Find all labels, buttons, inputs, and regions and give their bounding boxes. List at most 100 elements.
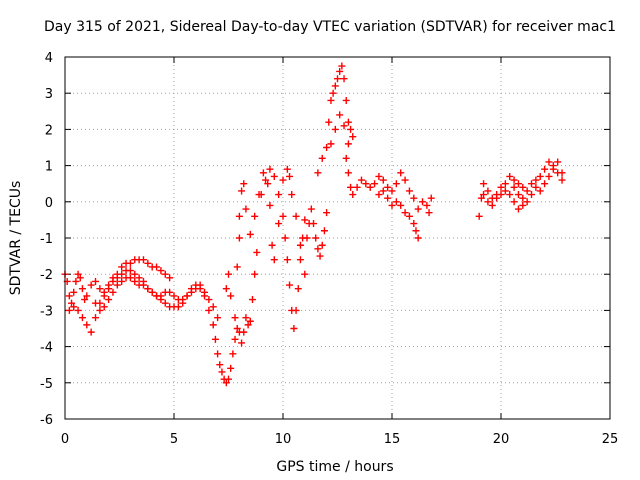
y-tick-label: -5 <box>40 377 53 392</box>
data-point <box>510 176 518 184</box>
data-point <box>78 285 86 293</box>
data-point <box>233 263 241 271</box>
y-tick-label: 2 <box>45 123 53 138</box>
data-point <box>296 241 304 249</box>
data-point <box>279 176 287 184</box>
data-point <box>251 212 259 220</box>
data-point <box>545 158 553 166</box>
data-point <box>294 285 302 293</box>
data-point <box>214 350 222 358</box>
data-point <box>270 256 278 264</box>
data-point <box>238 187 246 195</box>
data-point <box>283 165 291 173</box>
data-point <box>475 212 483 220</box>
data-point <box>286 172 294 180</box>
data-point <box>126 267 134 275</box>
data-point <box>231 314 239 322</box>
data-point <box>131 277 139 285</box>
data-point <box>229 350 237 358</box>
data-point <box>366 183 374 191</box>
data-point <box>238 339 246 347</box>
data-point <box>174 303 182 311</box>
data-point <box>558 176 566 184</box>
y-tick-label: -1 <box>40 232 53 247</box>
data-point <box>253 248 261 256</box>
data-point <box>76 274 84 282</box>
data-point <box>205 296 213 304</box>
data-point <box>340 75 348 83</box>
data-point <box>519 201 527 209</box>
data-point <box>344 169 352 177</box>
data-point <box>275 191 283 199</box>
data-point <box>275 220 283 228</box>
x-tick-label: 5 <box>170 432 178 447</box>
data-point <box>484 198 492 206</box>
data-point <box>342 96 350 104</box>
data-point <box>320 227 328 235</box>
data-point <box>379 187 387 195</box>
data-point <box>235 234 243 242</box>
y-tick-label: -6 <box>40 413 53 428</box>
data-point <box>532 176 540 184</box>
data-point <box>357 176 365 184</box>
data-point <box>225 375 232 383</box>
data-point <box>414 234 422 242</box>
data-point <box>96 285 104 293</box>
data-point <box>497 183 505 191</box>
data-point <box>336 67 344 75</box>
data-point <box>257 191 265 199</box>
data-point <box>541 165 549 173</box>
data-point <box>423 201 431 209</box>
data-point <box>401 209 409 217</box>
y-axis-title: SDTVAR / TECUs <box>8 181 24 296</box>
data-point <box>312 234 320 242</box>
data-point <box>331 82 339 90</box>
data-point <box>74 306 82 314</box>
data-point <box>501 187 509 195</box>
data-point <box>196 285 204 293</box>
data-point <box>342 154 350 162</box>
data-point <box>388 187 396 195</box>
data-point <box>480 191 488 199</box>
data-point <box>240 180 248 188</box>
data-point <box>266 165 274 173</box>
y-tick-label: 0 <box>45 196 53 211</box>
data-point <box>170 292 178 300</box>
data-point <box>225 270 232 278</box>
data-point <box>231 335 239 343</box>
data-point <box>318 241 326 249</box>
data-point <box>349 191 357 199</box>
data-point <box>246 317 254 325</box>
data-point <box>477 194 485 202</box>
data-point <box>323 144 331 151</box>
data-point <box>536 172 544 180</box>
data-point <box>118 270 126 278</box>
data-point <box>392 198 400 206</box>
data-point <box>549 162 557 170</box>
data-point <box>270 172 278 180</box>
data-point <box>310 220 318 228</box>
data-point <box>353 183 361 191</box>
data-point <box>410 194 418 202</box>
data-point <box>336 111 344 119</box>
data-point <box>419 198 427 206</box>
data-point <box>139 256 147 264</box>
chart-title: Day 315 of 2021, Sidereal Day-to-day VTE… <box>44 19 616 35</box>
x-tick-label: 10 <box>275 432 292 447</box>
data-point <box>514 191 522 199</box>
data-point <box>325 118 333 126</box>
data-point <box>484 187 492 195</box>
data-point <box>290 325 298 332</box>
x-tick-label: 25 <box>602 432 619 447</box>
data-point <box>405 212 413 220</box>
data-point <box>344 118 352 126</box>
data-point <box>523 198 531 206</box>
data-point <box>222 379 230 387</box>
data-point <box>216 361 224 369</box>
data-point <box>214 314 222 322</box>
data-point <box>480 180 488 188</box>
data-point <box>283 256 291 264</box>
data-points <box>61 62 566 387</box>
